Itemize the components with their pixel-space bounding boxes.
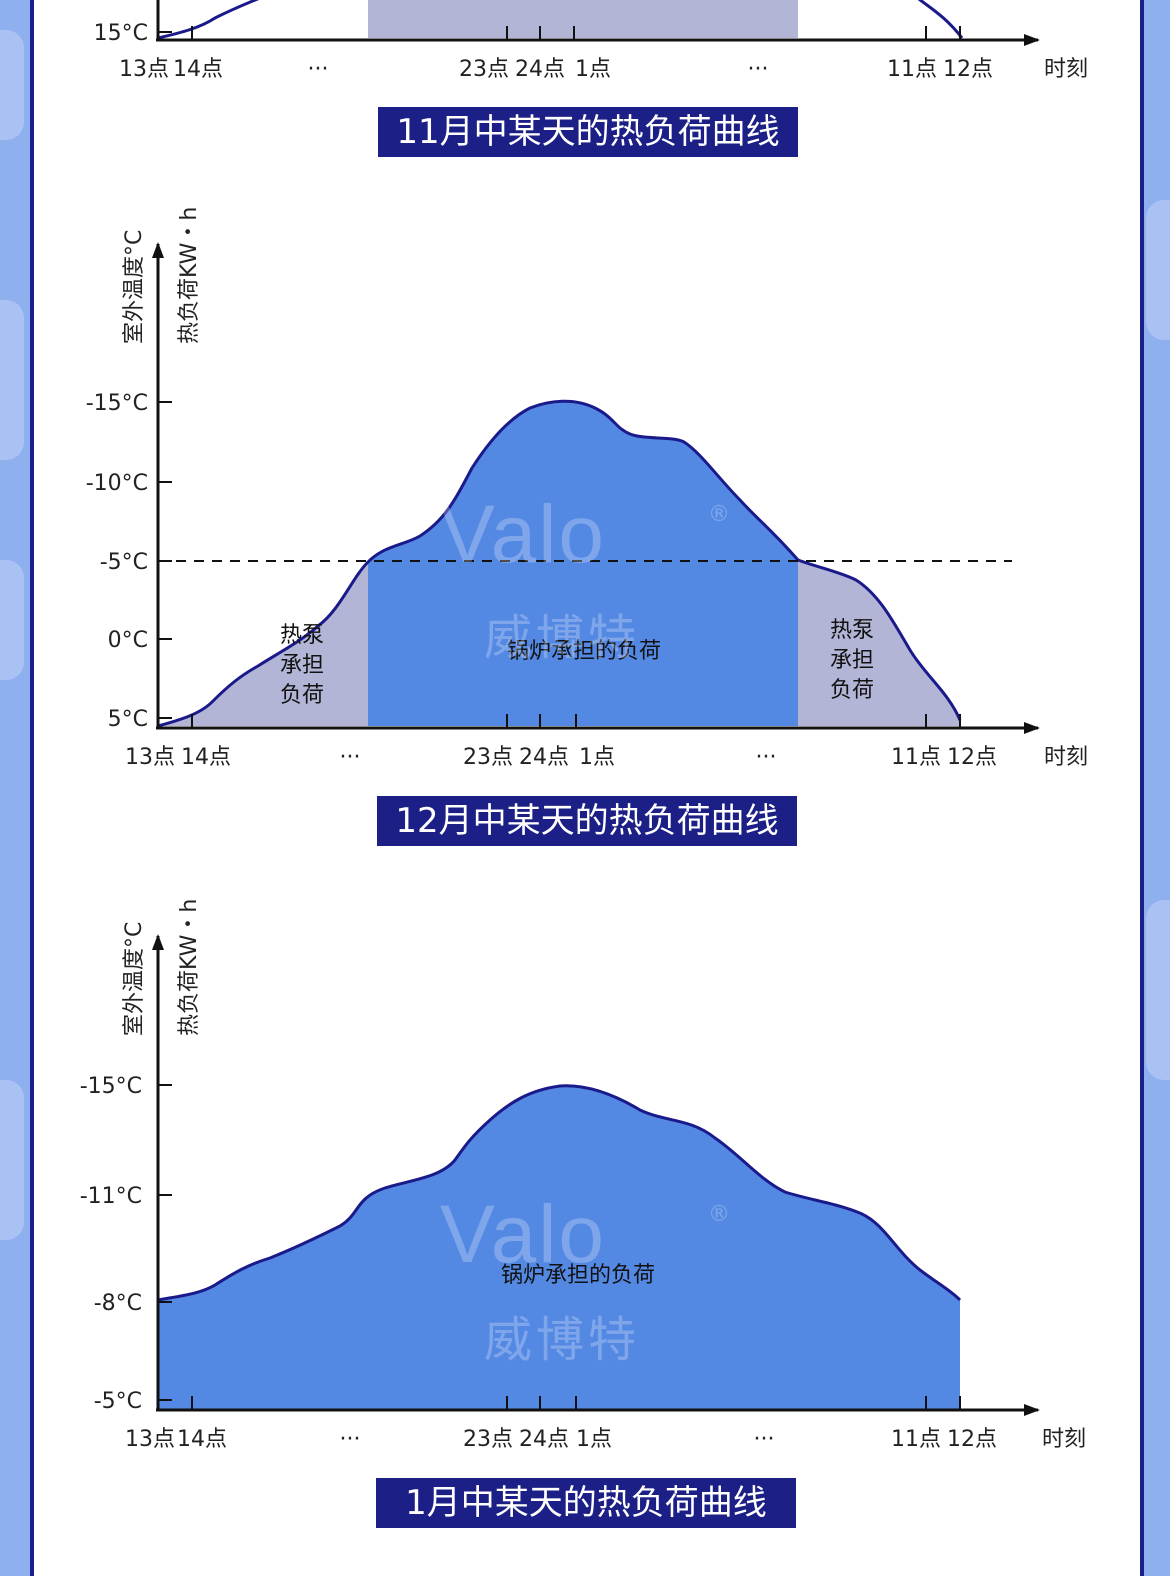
y-tick-marks — [158, 1084, 172, 1401]
y-tick-label: -8°C — [94, 1291, 142, 1316]
load-curve — [157, 0, 964, 40]
x-tick-label: 12点 — [947, 1427, 997, 1452]
heatpump-area-left — [158, 562, 368, 726]
heatpump-label: 负荷 — [830, 678, 874, 703]
chart-title-november: 11月中某天的热负荷曲线 — [378, 107, 798, 157]
x-axis-label: 时刻 — [1044, 57, 1088, 82]
chart-january: -15°C -11°C -8°C -5°C 室外温度°C 热负荷KW・h 13点… — [80, 899, 1086, 1452]
x-tick-label: 23点 — [463, 745, 513, 770]
y-tick-label: -10°C — [86, 471, 148, 496]
y-tick-label: 5°C — [108, 707, 148, 732]
x-ellipsis: ··· — [748, 57, 769, 82]
x-tick-label: 1点 — [575, 57, 611, 82]
x-tick-label: 12点 — [943, 57, 993, 82]
y-axis-label: 热负荷KW・h — [177, 207, 202, 344]
x-ellipsis: ··· — [756, 745, 777, 770]
y-tick-label: -15°C — [80, 1074, 142, 1099]
chart-title-december: 12月中某天的热负荷曲线 — [377, 796, 797, 846]
load-curve — [157, 399, 962, 728]
y-axis-label: 热负荷KW・h — [177, 899, 202, 1036]
x-ellipsis: ··· — [754, 1427, 775, 1452]
x-axis-label: 时刻 — [1044, 745, 1088, 770]
boiler-area — [158, 1085, 960, 1410]
x-ellipsis: ··· — [308, 57, 329, 82]
heatpump-label: 承担 — [280, 653, 324, 678]
y-tick-label: 0°C — [108, 628, 148, 653]
background-decoration — [0, 300, 24, 460]
x-axis-label: 时刻 — [1042, 1427, 1086, 1452]
x-tick-marks — [191, 26, 961, 40]
x-tick-label: 1点 — [576, 1427, 612, 1452]
x-tick-label: 24点 — [519, 745, 569, 770]
y-axis-label: 室外温度°C — [122, 922, 147, 1036]
x-tick-label: 23点 — [463, 1427, 513, 1452]
y-axis-label: 室外温度°C — [122, 230, 147, 344]
chart-november: 15°C 13点 14点 ··· 23点 24点 1点 ··· 11点 12点 … — [94, 0, 1088, 82]
y-tick-label: -15°C — [86, 391, 148, 416]
background-decoration — [1146, 900, 1170, 1080]
x-tick-label: 11点 — [891, 1427, 941, 1452]
x-tick-label: 11点 — [887, 57, 937, 82]
x-ellipsis: ··· — [340, 1427, 361, 1452]
x-tick-label: 24点 — [519, 1427, 569, 1452]
y-tick-marks — [158, 401, 172, 719]
chart-title-january: 1月中某天的热负荷曲线 — [376, 1478, 796, 1528]
y-tick-label: -5°C — [100, 550, 148, 575]
x-ellipsis: ··· — [340, 745, 361, 770]
load-curve — [157, 1084, 962, 1302]
heatpump-label: 热泵 — [830, 618, 874, 643]
boiler-area — [368, 0, 798, 38]
x-tick-marks — [191, 714, 961, 728]
x-tick-label: 14点 — [181, 745, 231, 770]
y-tick-label: -5°C — [94, 1389, 142, 1414]
heatpump-label: 热泵 — [280, 623, 324, 648]
heatpump-label: 负荷 — [280, 683, 324, 708]
x-tick-label: 23点 — [459, 57, 509, 82]
x-tick-label: 24点 — [515, 57, 565, 82]
heatpump-area-right — [798, 560, 960, 726]
y-tick-label: 15°C — [94, 21, 148, 46]
background-decoration — [0, 30, 24, 140]
background-decoration — [0, 1080, 24, 1240]
x-tick-marks — [191, 1396, 961, 1410]
x-tick-label: 12点 — [947, 745, 997, 770]
x-tick-label: 14点 — [173, 57, 223, 82]
x-tick-label: 13点 — [119, 57, 169, 82]
y-tick-label: -11°C — [80, 1184, 142, 1209]
heatpump-label: 承担 — [830, 648, 874, 673]
x-tick-label: 1点 — [579, 745, 615, 770]
boiler-label: 锅炉承担的负荷 — [507, 639, 661, 664]
x-tick-label: 11点 — [891, 745, 941, 770]
boiler-label: 锅炉承担的负荷 — [501, 1263, 655, 1288]
background-decoration — [0, 560, 24, 680]
chart-december: -15°C -10°C -5°C 0°C 5°C 室外温度°C 热负荷KW・h … — [86, 207, 1088, 770]
x-tick-label: 14点 — [177, 1427, 227, 1452]
background-decoration — [1146, 200, 1170, 340]
boiler-area — [368, 401, 798, 726]
x-tick-label: 13点 — [125, 745, 175, 770]
x-tick-label: 13点 — [125, 1427, 175, 1452]
